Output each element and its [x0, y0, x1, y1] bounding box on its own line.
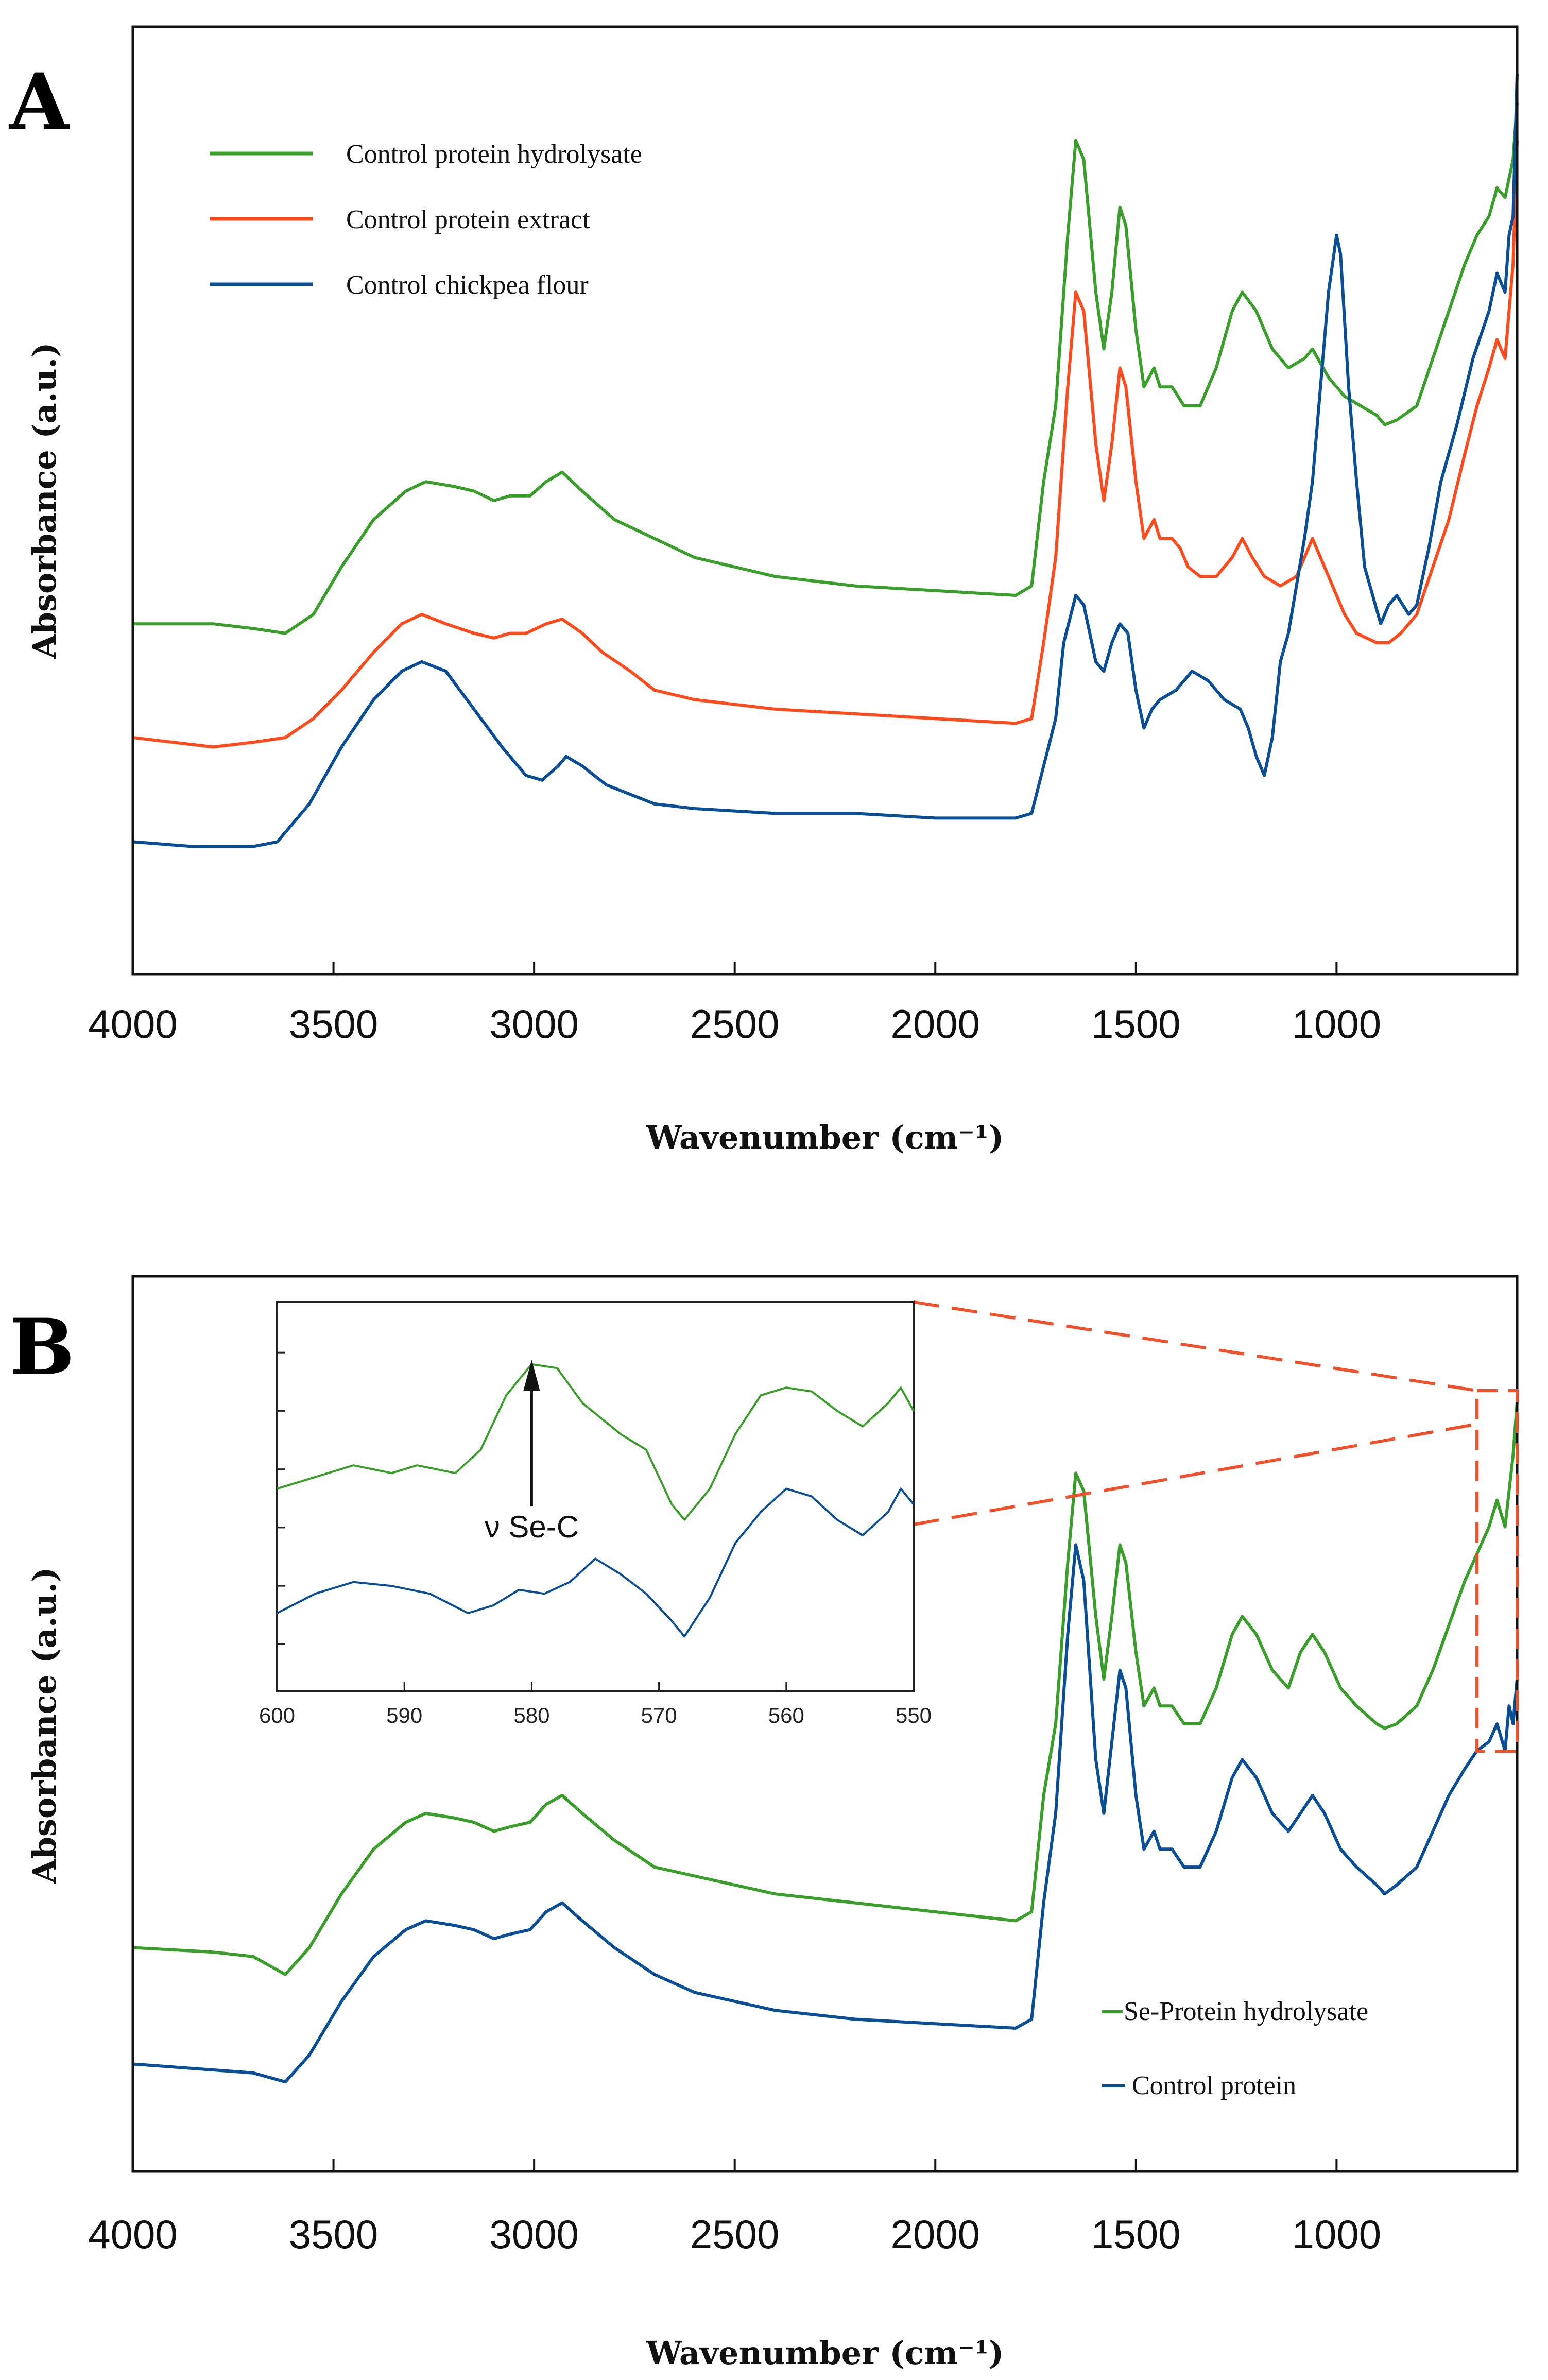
panel-a-x-tick-label-2500: 2500 [690, 1001, 780, 1047]
inset-x-tick-label-560: 560 [768, 1703, 804, 1727]
panel-b-x-tick-label-2000: 2000 [890, 2212, 980, 2257]
panel-a-x-tick-label-3000: 3000 [489, 1001, 579, 1047]
legend-label-control-protein: Control protein [1132, 2071, 1296, 2100]
panel-a-letter: A [8, 57, 71, 147]
inset-x-tick-label-550: 550 [896, 1703, 932, 1727]
inset-x-tick-label-590: 590 [386, 1703, 422, 1727]
inset-series-se-protein-hydrolysate [277, 1363, 915, 1521]
annotation-label: ν Se-C [485, 1510, 579, 1544]
panel-a-x-axis-label: Wavenumber (cm⁻¹) [646, 1119, 1004, 1156]
panel-b-x-tick-label-3500: 3500 [289, 2212, 379, 2257]
inset-x-tick-label-570: 570 [641, 1703, 677, 1727]
panel-b-letter: B [9, 1302, 75, 1393]
inset-series-control-protein [277, 1487, 915, 1638]
panel-a-x-tick-label-1500: 1500 [1091, 1001, 1181, 1047]
panel-a-series-control-chickpea-flour [132, 74, 1519, 848]
panel-a-x-tick-label-2000: 2000 [890, 1001, 980, 1047]
panel-b-chart: B 4000 3500 3000 2500 2000 1500 1000 Wavenumbe… [9, 1275, 1519, 2372]
legend-label-flour: Control chickpea flour [346, 270, 589, 300]
panel-b-x-tick-label-4000: 4000 [88, 2212, 178, 2257]
panel-a-series-control-protein-extract [132, 140, 1519, 749]
panel-b-x-tick-label-3000: 3000 [489, 2212, 579, 2257]
zoom-region-box [1475, 1389, 1519, 1753]
panel-b-x-tick-label-1000: 1000 [1292, 2212, 1382, 2257]
inset-chart: 600 590 580 570 560 550 ν Se-C [259, 1301, 932, 1727]
legend-label-se-hydrolysate: Se-Protein hydrolysate [1124, 1997, 1368, 2026]
inset-frame [276, 1301, 915, 1692]
se-c-annotation: ν Se-C [485, 1360, 579, 1544]
panel-a-y-axis-label: Absorbance (a.u.) [26, 343, 63, 660]
legend-label-extract: Control protein extract [346, 205, 590, 234]
inset-x-tick-label-580: 580 [513, 1703, 549, 1727]
panel-b-x-tick-label-2500: 2500 [690, 2212, 780, 2257]
zoom-connector-top [913, 1300, 1477, 1392]
panel-b-x-tick-label-1500: 1500 [1091, 2212, 1181, 2257]
zoom-indicator [913, 1300, 1519, 1753]
panel-b-y-axis-label: Absorbance (a.u.) [26, 1567, 63, 1885]
panel-b-x-axis-label: Wavenumber (cm⁻¹) [646, 2334, 1004, 2372]
inset-x-tick-label-600: 600 [259, 1703, 295, 1727]
panel-a-x-tick-label-4000: 4000 [88, 1001, 178, 1047]
panel-a-frame [131, 25, 1519, 976]
legend-label-hydrolysate: Control protein hydrolysate [346, 140, 642, 169]
zoom-connector-bottom [913, 1423, 1477, 1526]
panel-b-legend: Se-Protein hydrolysate Control protein [1102, 1997, 1368, 2100]
panel-a-chart: A 4000 3500 3000 2500 2000 1500 1000 Wavenumbe… [8, 25, 1519, 1156]
annotation-arrow-head [523, 1360, 540, 1391]
panel-a-x-tick-label-3500: 3500 [289, 1001, 379, 1047]
panel-b-series-se-protein-hydrolysate [132, 1401, 1519, 1976]
panel-b-series-control-protein [132, 1543, 1519, 2084]
panel-a-x-tick-label-1000: 1000 [1292, 1001, 1382, 1047]
panel-a-series-control-protein-hydrolysate [133, 102, 1519, 635]
panel-a-legend: Control protein hydrolysate Control prot… [210, 140, 642, 300]
